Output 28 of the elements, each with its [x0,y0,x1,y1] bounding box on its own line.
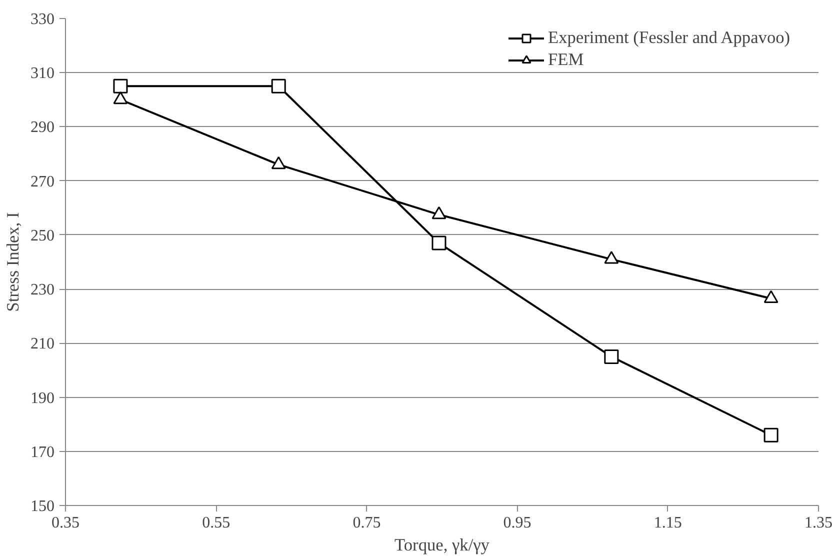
x-tick-label: 0.95 [503,514,532,532]
legend-label: FEM [548,50,585,70]
x-tick-label: 0.55 [202,514,230,532]
y-tick-label: 230 [30,282,54,299]
y-tick-label: 250 [30,227,54,244]
point [432,236,446,250]
point [604,349,619,364]
y-tick-label: 210 [30,336,54,353]
y-tick-label: 330 [30,11,54,28]
x-tick-label: 1.35 [804,514,832,532]
legend-label: Experiment (Fessler and Appavoo) [548,28,792,48]
x-tick-label: 0.75 [352,514,381,532]
y-axis-title: Stress Index, I [4,212,22,312]
point [432,206,446,220]
y-tick-label: 190 [30,390,54,407]
point [113,91,128,104]
point [604,251,619,264]
y-tick-label: 270 [30,173,54,190]
x-axis-title: Torque, γk/γy [394,536,490,554]
x-tick-label: 0.35 [52,514,80,532]
x-tick-label: 1.15 [654,514,682,532]
point [764,428,778,442]
point [271,156,286,170]
y-tick-label: 170 [30,444,54,461]
y-tick-label: 310 [30,65,54,82]
y-tick-label: 150 [30,498,54,515]
point [764,290,778,304]
y-tick-label: 290 [30,119,54,136]
